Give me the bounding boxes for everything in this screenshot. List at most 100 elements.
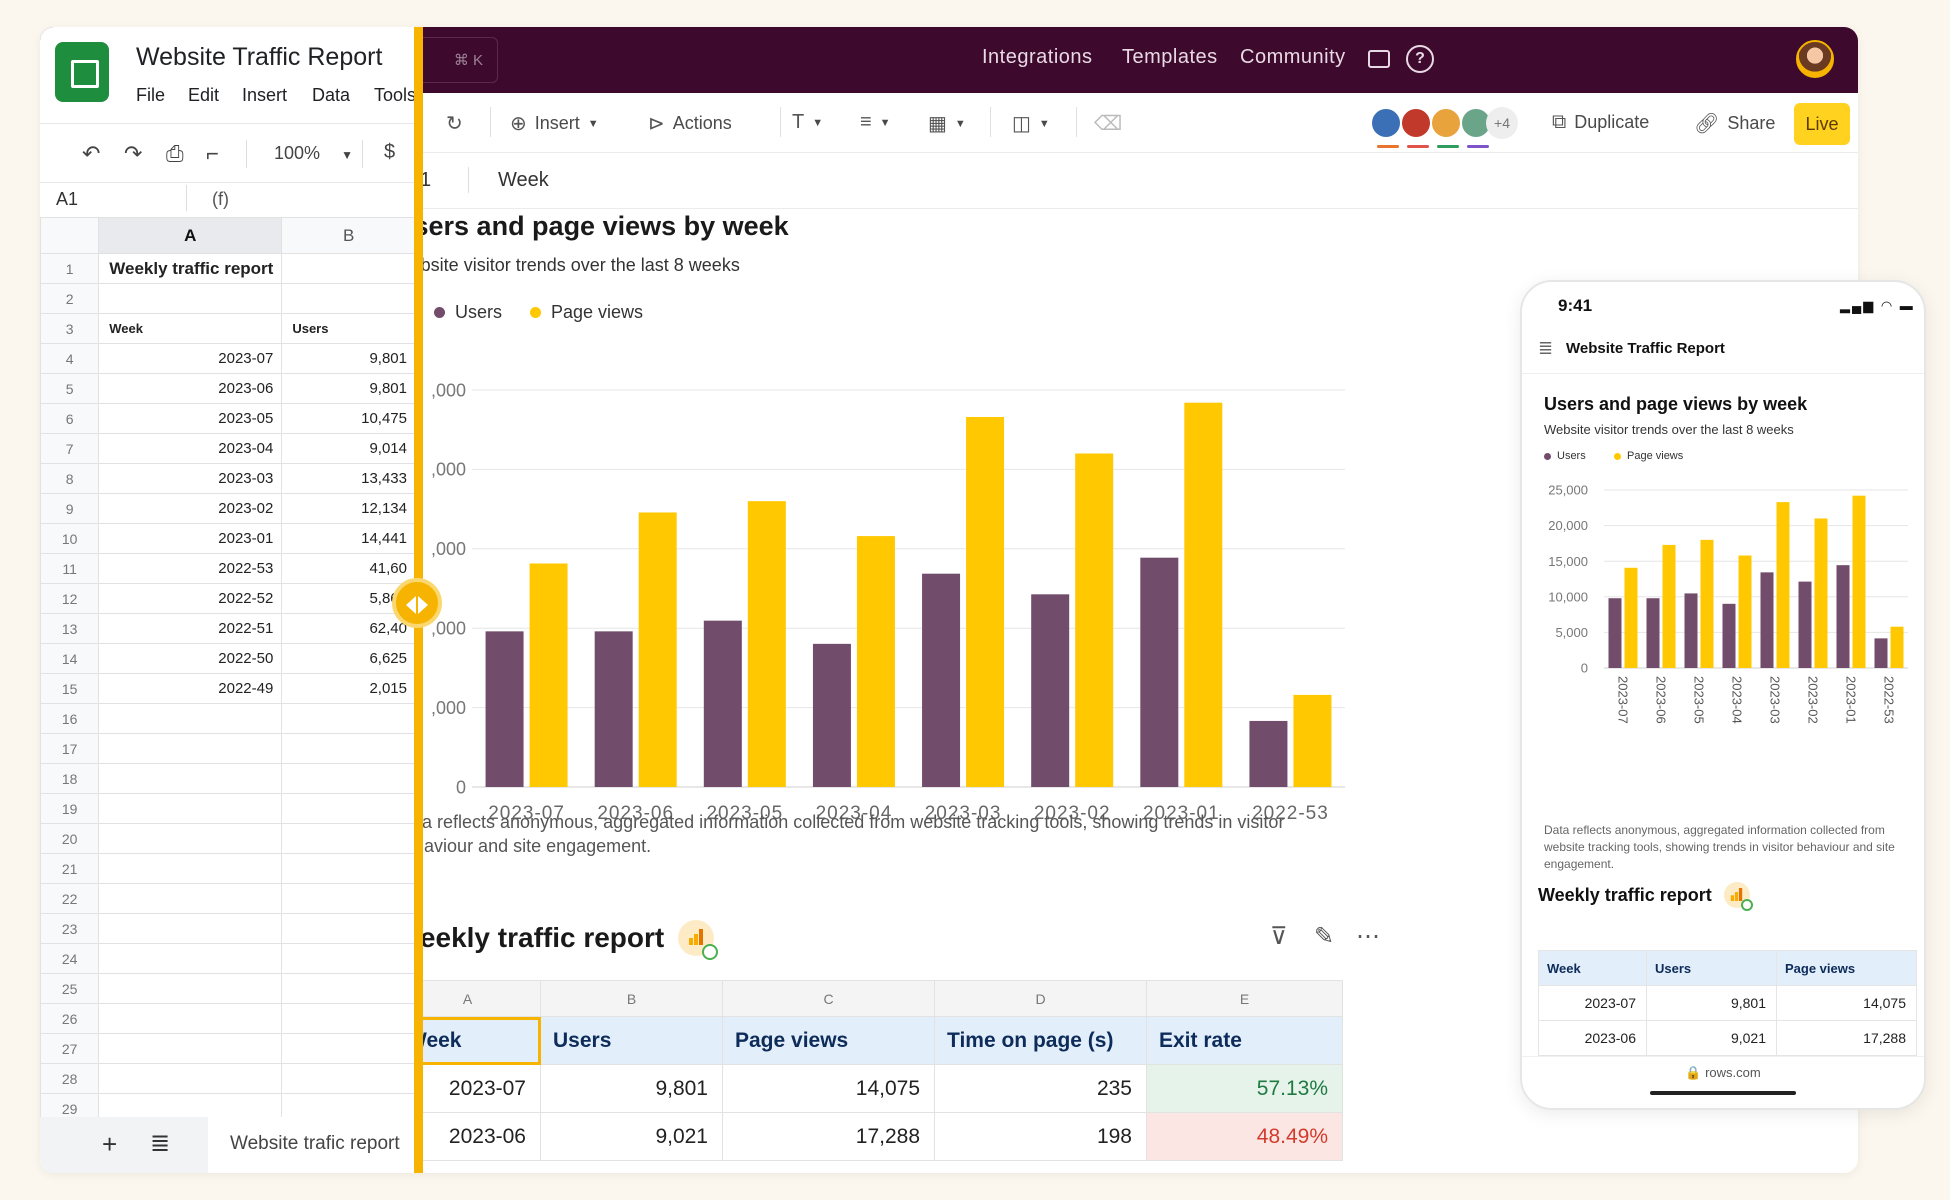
row-number[interactable]: 8: [40, 463, 100, 494]
hamburger-menu-icon[interactable]: ≣: [1538, 338, 1554, 358]
collaborator-avatar[interactable]: [1370, 107, 1402, 139]
mobile-header-cell[interactable]: Users: [1646, 950, 1777, 986]
sheet-cell[interactable]: 2023-05: [98, 403, 283, 434]
menu-file[interactable]: File: [136, 85, 166, 105]
more-options-icon[interactable]: ⋯: [1356, 923, 1380, 950]
row-number[interactable]: 13: [40, 613, 100, 644]
sheet-cell[interactable]: [281, 703, 416, 734]
sheet-cell[interactable]: Users: [281, 313, 416, 344]
row-number[interactable]: 16: [40, 703, 100, 734]
row-number[interactable]: 3: [40, 313, 100, 344]
row-number[interactable]: 11: [40, 553, 100, 584]
row-number[interactable]: 23: [40, 913, 100, 944]
collaborator-avatar[interactable]: [1430, 107, 1462, 139]
row-number[interactable]: 20: [40, 823, 100, 854]
menu-tools[interactable]: Tools: [374, 85, 416, 105]
undo-icon[interactable]: ↶: [82, 141, 101, 166]
sheet-cell[interactable]: 62,40: [281, 613, 416, 644]
sheet-cell[interactable]: [98, 283, 283, 314]
row-number[interactable]: 5: [40, 373, 100, 404]
sheet-cell[interactable]: 2022-49: [98, 673, 283, 704]
gift-icon[interactable]: [1368, 50, 1390, 68]
sheet-cell[interactable]: 12,134: [281, 493, 416, 524]
row-number[interactable]: 12: [40, 583, 100, 614]
table-cell[interactable]: 57.13%: [1146, 1064, 1343, 1113]
row-number[interactable]: 17: [40, 733, 100, 764]
sheet-cell[interactable]: [98, 1003, 283, 1034]
sheet-cell[interactable]: [281, 253, 416, 284]
row-number[interactable]: 1: [40, 253, 100, 284]
share-button[interactable]: 🔗︎ Share: [1694, 111, 1775, 136]
column-header-b[interactable]: B: [281, 217, 416, 254]
sheet-cell[interactable]: 14,441: [281, 523, 416, 554]
header-cell-time-on-page[interactable]: Time on page (s): [934, 1016, 1147, 1065]
mobile-table-cell[interactable]: 9,021: [1646, 1020, 1777, 1056]
help-icon[interactable]: ?: [1406, 45, 1434, 73]
mobile-table-cell[interactable]: 14,075: [1776, 985, 1917, 1021]
sheet-cell[interactable]: 2,015: [281, 673, 416, 704]
table-cell[interactable]: 14,075: [722, 1064, 935, 1113]
sheet-cell[interactable]: 2023-07: [98, 343, 283, 374]
sheet-cell[interactable]: 2023-03: [98, 463, 283, 494]
sheet-cell[interactable]: [98, 793, 283, 824]
table-cell[interactable]: 9,801: [540, 1064, 723, 1113]
row-number[interactable]: 7: [40, 433, 100, 464]
column-letter[interactable]: E: [1146, 980, 1343, 1017]
collaborator-avatar[interactable]: [1400, 107, 1432, 139]
zoom-select[interactable]: 100% ▼: [274, 143, 353, 164]
sheet-cell[interactable]: [98, 883, 283, 914]
sheet-cell[interactable]: [98, 853, 283, 884]
live-button[interactable]: Live: [1794, 103, 1850, 145]
row-number[interactable]: 19: [40, 793, 100, 824]
sheet-cell[interactable]: [98, 763, 283, 794]
analytics-source-icon[interactable]: [678, 920, 719, 960]
all-sheets-button[interactable]: ≣: [150, 1130, 171, 1157]
column-header-a[interactable]: A: [98, 217, 283, 254]
formula-input[interactable]: Week: [498, 169, 549, 191]
table-cell[interactable]: 9,021: [540, 1112, 723, 1161]
mobile-table-cell[interactable]: 2023-06: [1538, 1020, 1647, 1056]
print-icon[interactable]: ⎙: [166, 141, 184, 166]
sheet-cell[interactable]: 2022-51: [98, 613, 283, 644]
sheet-cell[interactable]: 10,475: [281, 403, 416, 434]
currency-format-button[interactable]: $: [384, 141, 396, 163]
column-letter[interactable]: B: [540, 980, 723, 1017]
mobile-header-cell[interactable]: Week: [1538, 950, 1647, 986]
cell-format-button[interactable]: ▦ ▼: [928, 111, 966, 136]
row-number[interactable]: 2: [40, 283, 100, 314]
sheet-cell[interactable]: [281, 283, 416, 314]
sheet-cell[interactable]: [98, 1063, 283, 1094]
sheet-cell[interactable]: 13,433: [281, 463, 416, 494]
row-number[interactable]: 9: [40, 493, 100, 524]
sheet-cell[interactable]: [281, 823, 416, 854]
sheet-cell[interactable]: [281, 913, 416, 944]
sheet-cell[interactable]: [98, 943, 283, 974]
row-number[interactable]: 27: [40, 1033, 100, 1064]
sheet-cell[interactable]: [281, 853, 416, 884]
sheet-cell[interactable]: [281, 733, 416, 764]
sheet-cell[interactable]: 2023-02: [98, 493, 283, 524]
table-cell[interactable]: 198: [934, 1112, 1147, 1161]
sheet-cell[interactable]: [281, 793, 416, 824]
row-number[interactable]: 14: [40, 643, 100, 674]
redo-button[interactable]: ↻: [446, 111, 463, 136]
sheet-cell[interactable]: [98, 823, 283, 854]
sheet-cell[interactable]: 2022-53: [98, 553, 283, 584]
sheet-tab[interactable]: Website trafic report: [208, 1117, 416, 1173]
table-cell[interactable]: 48.49%: [1146, 1112, 1343, 1161]
sheet-cell[interactable]: 2022-50: [98, 643, 283, 674]
clear-format-button[interactable]: ⌫: [1094, 111, 1122, 136]
sheet-cell[interactable]: 9,801: [281, 373, 416, 404]
sheet-cell[interactable]: [98, 973, 283, 1004]
menu-insert[interactable]: Insert: [242, 85, 288, 105]
edit-icon[interactable]: ✎: [1314, 923, 1335, 950]
sheet-cell[interactable]: [281, 943, 416, 974]
sheet-cell[interactable]: [98, 703, 283, 734]
nav-templates[interactable]: Templates: [1122, 46, 1218, 68]
sheet-cell[interactable]: 9,014: [281, 433, 416, 464]
row-number[interactable]: 24: [40, 943, 100, 974]
filter-icon[interactable]: ⊽: [1270, 923, 1288, 950]
row-number[interactable]: 18: [40, 763, 100, 794]
more-collaborators-badge[interactable]: +4: [1486, 107, 1518, 139]
layout-button[interactable]: ◫ ▼: [1012, 111, 1050, 136]
